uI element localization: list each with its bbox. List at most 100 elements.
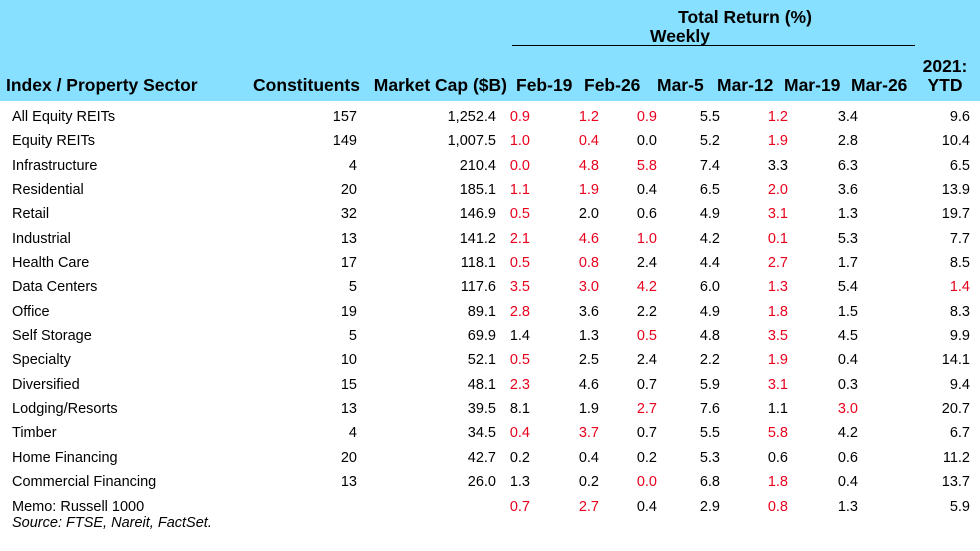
- column-header-market-cap: Market Cap ($B): [373, 75, 507, 95]
- weekly-return-value: 8.1: [509, 401, 530, 418]
- weekly-return-value: 3.4: [837, 109, 858, 125]
- ytd-return-value: 10.4: [941, 133, 970, 150]
- weekly-return-value: 3.1: [767, 376, 788, 393]
- market-cap-value: 48.1: [467, 376, 496, 393]
- weekly-return-value: 0.4: [636, 182, 657, 199]
- column-header-sector: Index / Property Sector: [6, 75, 198, 95]
- weekly-return-value: 2.7: [636, 401, 657, 418]
- weekly-return-value: 2.2: [636, 303, 657, 320]
- weekly-return-value: 7.4: [699, 157, 720, 174]
- weekly-return-value: 0.9: [636, 109, 657, 125]
- ytd-return-value: 1.4: [949, 279, 970, 296]
- weekly-return-value: 1.0: [509, 133, 530, 150]
- constituents-value: 149: [332, 133, 357, 150]
- weekly-return-value: 0.5: [509, 255, 530, 272]
- weekly-return-value: 0.7: [509, 498, 530, 515]
- weekly-return-value: 1.8: [767, 303, 788, 320]
- ytd-return-value: 13.7: [941, 474, 970, 491]
- market-cap-value: 26.0: [467, 474, 496, 491]
- weekly-return-value: 3.6: [837, 182, 858, 199]
- market-cap-value: 39.5: [467, 401, 496, 418]
- weekly-return-value: 2.7: [578, 498, 599, 515]
- market-cap-value: 118.1: [460, 255, 496, 272]
- ytd-return-value: 9.4: [949, 376, 970, 393]
- weekly-return-value: 0.4: [509, 425, 530, 442]
- constituents-value: 15: [340, 376, 357, 393]
- sector-name: All Equity REITs: [12, 109, 116, 125]
- weekly-return-value: 6.5: [699, 182, 720, 199]
- table-row: Residential 20 185.1 1.1 1.9 0.4 6.5 2.0 3.6 13.9: [0, 178, 980, 202]
- weekly-return-value: 2.8: [509, 303, 530, 320]
- weekly-return-value: 6.0: [699, 279, 720, 296]
- weekly-return-value: 3.1: [767, 206, 788, 223]
- sector-name: Infrastructure: [12, 157, 98, 174]
- weekly-return-value: 2.8: [837, 133, 858, 150]
- ytd-return-value: 11.2: [942, 449, 970, 466]
- weekly-return-value: 1.3: [837, 206, 858, 223]
- market-cap-value: 42.7: [467, 449, 496, 466]
- weekly-return-value: 0.5: [636, 328, 657, 345]
- table-row: Data Centers 5 117.6 3.5 3.0 4.2 6.0 1.3 5.4 1.4: [0, 275, 980, 299]
- weekly-return-value: 3.0: [578, 279, 599, 296]
- market-cap-value: 185.1: [459, 182, 496, 199]
- weekly-return-value: 0.4: [578, 449, 599, 466]
- constituents-value: 20: [340, 182, 357, 199]
- weekly-return-value: 3.5: [509, 279, 530, 296]
- market-cap-value: 1,252.4: [447, 109, 496, 125]
- weekly-return-value: 2.0: [578, 206, 599, 223]
- ytd-return-value: 6.7: [949, 425, 970, 442]
- weekly-return-value: 4.2: [636, 279, 657, 296]
- market-cap-value: 1,007.5: [447, 133, 496, 150]
- weekly-return-value: 2.5: [578, 352, 599, 369]
- table-row: Diversified 15 48.1 2.3 4.6 0.7 5.9 3.1 0.3 9.4: [0, 373, 980, 397]
- weekly-return-value: 4.9: [699, 206, 720, 223]
- weekly-return-value: 0.7: [636, 425, 657, 442]
- ytd-return-value: 7.7: [949, 230, 970, 247]
- weekly-return-value: 1.7: [837, 255, 858, 272]
- weekly-return-value: 4.6: [578, 230, 599, 247]
- weekly-return-value: 0.5: [509, 352, 530, 369]
- weekly-return-value: 5.5: [699, 109, 720, 125]
- weekly-return-value: 5.3: [837, 230, 858, 247]
- constituents-value: 32: [340, 206, 357, 223]
- constituents-value: 4: [348, 157, 357, 174]
- table-row: Lodging/Resorts 13 39.5 8.1 1.9 2.7 7.6 1.1 3.0 2…: [0, 397, 980, 421]
- source-note: Source: FTSE, Nareit, FactSet.: [12, 515, 212, 531]
- weekly-return-value: 0.2: [509, 449, 530, 466]
- ytd-return-value: 13.9: [941, 182, 970, 199]
- ytd-return-value: 19.7: [941, 206, 970, 223]
- column-header-constituents: Constituents: [253, 75, 360, 95]
- weekly-return-value: 1.9: [767, 133, 788, 150]
- weekly-return-value: 0.6: [837, 449, 858, 466]
- table-row: Industrial 13 141.2 2.1 4.6 1.0 4.2 0.1 5.3 7.7: [0, 227, 980, 251]
- sector-name: Office: [12, 303, 50, 320]
- weekly-return-value: 0.0: [636, 133, 657, 150]
- ytd-return-value: 6.5: [949, 157, 970, 174]
- weekly-return-value: 4.5: [837, 328, 858, 345]
- weekly-return-value: 0.8: [767, 498, 788, 515]
- ytd-return-value: 20.7: [941, 401, 970, 418]
- weekly-return-value: 0.4: [636, 498, 657, 515]
- column-header-week-4: Mar-12: [717, 75, 774, 95]
- constituents-value: 13: [340, 474, 357, 491]
- weekly-return-value: 1.8: [767, 474, 788, 491]
- weekly-return-value: 4.9: [699, 303, 720, 320]
- sector-name: Memo: Russell 1000: [12, 498, 145, 515]
- sector-name: Lodging/Resorts: [12, 401, 118, 418]
- column-header-week-3: Mar-5: [657, 75, 704, 95]
- weekly-return-value: 0.4: [837, 352, 858, 369]
- table-row: Self Storage 5 69.9 1.4 1.3 0.5 4.8 3.5 4.5 9.9: [0, 324, 980, 348]
- table-row: All Equity REITs 157 1,252.4 0.9 1.2 0.9 5.5 1.…: [0, 105, 980, 129]
- table-body: All Equity REITs 157 1,252.4 0.9 1.2 0.9 5.5 1.…: [0, 105, 980, 519]
- weekly-return-value: 0.3: [837, 376, 858, 393]
- group-title: Total Return (%): [678, 7, 812, 27]
- table-row: Health Care 17 118.1 0.5 0.8 2.4 4.4 2.7 1.7 8.5: [0, 251, 980, 275]
- market-cap-value: 146.9: [459, 206, 496, 223]
- table-row: Home Financing 20 42.7 0.2 0.4 0.2 5.3 0.6 0.6 11…: [0, 446, 980, 470]
- weekly-return-value: 4.8: [578, 157, 599, 174]
- market-cap-value: 89.1: [467, 303, 496, 320]
- weekly-return-value: 6.8: [699, 474, 720, 491]
- ytd-return-value: 8.3: [949, 303, 970, 320]
- weekly-return-value: 0.6: [767, 449, 788, 466]
- constituents-value: 5: [348, 328, 357, 345]
